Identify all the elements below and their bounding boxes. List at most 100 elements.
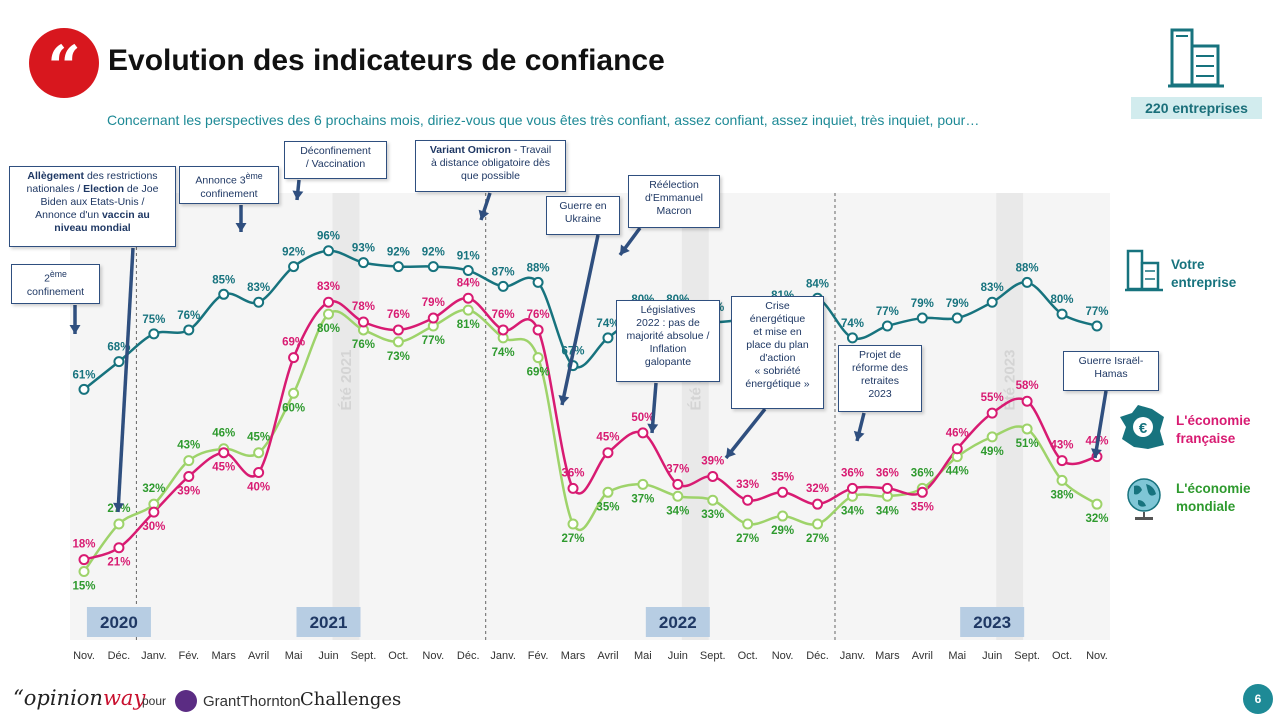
x-tick-label: Déc. bbox=[108, 650, 131, 662]
data-point-economie-mondiale bbox=[707, 494, 719, 506]
data-label-votre-entreprise: 85% bbox=[212, 274, 235, 286]
globe-icon bbox=[1127, 478, 1161, 520]
data-point-votre-entreprise bbox=[1056, 308, 1068, 320]
x-tick-label: Oct. bbox=[738, 650, 758, 662]
data-label-economie-mondiale: 34% bbox=[876, 505, 899, 517]
data-point-votre-entreprise bbox=[881, 320, 893, 332]
data-label-votre-entreprise: 91% bbox=[457, 251, 480, 263]
data-point-economie-francaise bbox=[148, 506, 160, 518]
x-tick-label: Nov. bbox=[73, 650, 95, 662]
data-label-economie-mondiale: 32% bbox=[142, 483, 165, 495]
data-point-economie-francaise bbox=[357, 316, 369, 328]
x-tick-label: Janv. bbox=[141, 650, 166, 662]
data-label-economie-francaise: 33% bbox=[736, 479, 759, 491]
data-point-economie-mondiale bbox=[1056, 474, 1068, 486]
data-label-economie-francaise: 21% bbox=[107, 557, 130, 569]
x-tick-label: Sept. bbox=[700, 650, 726, 662]
data-label-economie-francaise: 83% bbox=[317, 281, 340, 293]
data-label-economie-mondiale: 43% bbox=[177, 440, 200, 452]
x-tick-label: Mars bbox=[875, 650, 900, 662]
annotation-deconfinement: Déconfinement / Vaccination bbox=[284, 141, 387, 179]
data-label-economie-mondiale: 60% bbox=[282, 402, 305, 414]
data-point-economie-francaise bbox=[707, 470, 719, 482]
data-point-economie-francaise bbox=[288, 352, 300, 364]
data-point-votre-entreprise bbox=[357, 257, 369, 269]
data-label-votre-entreprise: 96% bbox=[317, 231, 340, 243]
page-title: Evolution des indicateurs de confiance bbox=[108, 44, 665, 77]
annotation-reforme-retraites: Projet de réforme des retraites 2023 bbox=[838, 345, 922, 412]
data-point-economie-francaise bbox=[532, 324, 544, 336]
data-point-economie-francaise bbox=[218, 447, 230, 459]
x-tick-label: Nov. bbox=[422, 650, 444, 662]
data-point-economie-mondiale bbox=[288, 387, 300, 399]
data-point-votre-entreprise bbox=[253, 296, 265, 308]
data-point-economie-mondiale bbox=[1091, 498, 1103, 510]
x-tick-label: Oct. bbox=[388, 650, 408, 662]
data-point-economie-francaise bbox=[78, 554, 90, 566]
data-label-votre-entreprise: 92% bbox=[282, 247, 305, 259]
annotation-arrowhead bbox=[478, 209, 490, 220]
data-label-economie-francaise: 36% bbox=[562, 467, 585, 479]
x-tick-label: Fév. bbox=[179, 650, 200, 662]
annotation-arrowhead bbox=[69, 325, 81, 334]
annotation-arrowhead bbox=[1091, 448, 1102, 458]
data-point-economie-francaise bbox=[253, 467, 265, 478]
year-label: 2021 bbox=[310, 613, 348, 632]
annotation-arrow bbox=[116, 247, 135, 513]
plot-background bbox=[70, 193, 1110, 640]
data-label-economie-francaise: 76% bbox=[492, 309, 515, 321]
summer-band-label: Été 2023 bbox=[1002, 350, 1019, 411]
data-point-votre-entreprise bbox=[1021, 276, 1033, 288]
opinionway-logo: “opinionway bbox=[13, 686, 146, 710]
data-point-votre-entreprise bbox=[532, 276, 544, 288]
data-label-economie-mondiale: 27% bbox=[736, 533, 759, 545]
data-label-economie-francaise: 39% bbox=[177, 485, 200, 497]
year-label: 2023 bbox=[973, 613, 1011, 632]
data-label-economie-mondiale: 27% bbox=[806, 533, 829, 545]
x-tick-label: Avril bbox=[912, 650, 933, 662]
france-euro-icon: € bbox=[1120, 405, 1164, 449]
annotation-arrow bbox=[724, 407, 767, 460]
x-tick-label: Mars bbox=[561, 650, 586, 662]
annotation-guerre-israel-hamas: Guerre Israël- Hamas bbox=[1063, 351, 1159, 391]
data-point-economie-francaise bbox=[567, 482, 579, 494]
footer-pour: pour bbox=[142, 694, 167, 708]
data-label-economie-mondiale: 29% bbox=[771, 525, 794, 537]
data-point-economie-mondiale bbox=[323, 308, 335, 320]
data-label-votre-entreprise: 79% bbox=[911, 298, 934, 310]
data-point-votre-entreprise bbox=[986, 296, 998, 308]
annotation-variant-omicron: Variant Omicron - Travail à distance obli… bbox=[415, 140, 566, 192]
page-number: 6 bbox=[1243, 684, 1273, 714]
year-box bbox=[960, 607, 1025, 637]
x-tick-label: Nov. bbox=[772, 650, 794, 662]
data-point-economie-mondiale bbox=[392, 336, 404, 348]
data-point-votre-entreprise bbox=[462, 265, 474, 277]
data-point-economie-francaise bbox=[462, 292, 474, 304]
data-label-economie-mondiale: 38% bbox=[1051, 489, 1074, 501]
data-label-economie-francaise: 30% bbox=[142, 521, 165, 533]
summer-band bbox=[996, 193, 1024, 640]
data-label-votre-entreprise: 79% bbox=[946, 298, 969, 310]
data-point-votre-entreprise bbox=[1091, 320, 1103, 332]
data-label-economie-francaise: 35% bbox=[771, 471, 794, 483]
annotation-guerre-ukraine: Guerre en Ukraine bbox=[546, 196, 620, 235]
data-point-economie-mondiale bbox=[183, 455, 195, 467]
data-label-economie-mondiale: 77% bbox=[422, 335, 445, 347]
data-label-economie-mondiale: 69% bbox=[527, 367, 550, 379]
data-label-economie-mondiale: 51% bbox=[1016, 438, 1039, 450]
data-point-economie-mondiale bbox=[986, 431, 998, 443]
data-label-votre-entreprise: 83% bbox=[247, 282, 270, 294]
annotation-arrowhead bbox=[620, 244, 630, 255]
question-subtitle: Concernant les perspectives des 6 procha… bbox=[107, 112, 980, 128]
data-point-economie-francaise bbox=[916, 486, 928, 498]
data-point-economie-mondiale bbox=[462, 304, 474, 316]
x-tick-label: Oct. bbox=[1052, 650, 1072, 662]
data-point-economie-mondiale bbox=[1021, 423, 1033, 435]
x-tick-label: Mai bbox=[285, 650, 303, 662]
data-label-votre-entreprise: 77% bbox=[876, 306, 899, 318]
annotation-legislatives: Législatives 2022 : pas de majorité absolu… bbox=[616, 300, 720, 382]
data-label-economie-francaise: 32% bbox=[806, 483, 829, 495]
data-label-votre-entreprise: 75% bbox=[142, 314, 165, 326]
data-point-economie-francaise bbox=[951, 443, 963, 455]
